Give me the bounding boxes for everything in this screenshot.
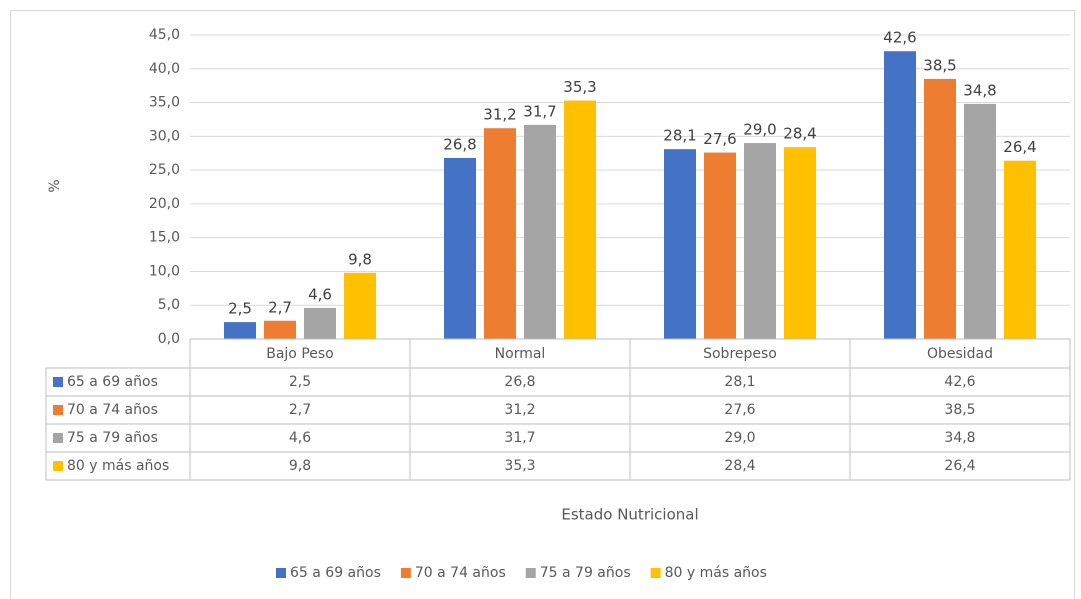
bar: [344, 272, 376, 339]
bar: [884, 51, 916, 340]
legend-key: [650, 568, 661, 578]
legend-label: 65 a 69 años: [290, 565, 381, 581]
table-cell: 28,1: [724, 374, 755, 390]
data-label: 31,7: [523, 102, 556, 120]
table-cell: 28,4: [724, 458, 755, 474]
legend-key: [525, 568, 536, 578]
table-cell: 26,8: [504, 374, 535, 390]
table-cell: 27,6: [724, 402, 755, 418]
bar: [484, 128, 516, 339]
bar: [444, 157, 476, 339]
bar: [784, 147, 816, 339]
bar: [704, 152, 736, 339]
data-label: 27,6: [703, 130, 736, 148]
data-label: 38,5: [923, 56, 956, 74]
x-tick-label: Obesidad: [927, 346, 993, 362]
table-cell: 4,6: [289, 430, 311, 446]
data-label: 29,0: [743, 121, 776, 139]
table-row-header: 70 a 74 años: [67, 402, 158, 418]
table-row-header: 80 y más años: [67, 458, 169, 474]
bar: [964, 103, 996, 339]
table-cell: 2,5: [289, 374, 311, 390]
bar: [744, 143, 776, 339]
table-legend-key: [53, 433, 63, 443]
bar: [264, 320, 296, 339]
data-label: 26,8: [443, 135, 476, 153]
legend-label: 80 y más años: [665, 565, 767, 581]
data-label: 34,8: [963, 81, 996, 99]
data-label: 28,4: [783, 125, 816, 143]
legend-key: [400, 568, 411, 578]
y-tick-label: 30,0: [149, 128, 180, 144]
table-row-header: 65 a 69 años: [67, 374, 158, 390]
y-tick-label: 15,0: [149, 230, 180, 246]
table-cell: 29,0: [724, 430, 755, 446]
y-tick-label: 35,0: [149, 95, 180, 111]
table-cell: 35,3: [504, 458, 535, 474]
bar: [224, 322, 256, 339]
table-cell: 42,6: [944, 374, 975, 390]
y-tick-label: 10,0: [149, 263, 180, 279]
x-tick-label: Normal: [495, 346, 546, 362]
data-label: 31,2: [483, 106, 516, 124]
table-cell: 9,8: [289, 458, 311, 474]
data-label: 35,3: [563, 78, 596, 96]
table-legend-key: [53, 405, 63, 415]
x-tick-label: Sobrepeso: [703, 346, 777, 362]
y-tick-label: 0,0: [158, 331, 180, 347]
data-label: 28,1: [663, 127, 696, 145]
table-cell: 38,5: [944, 402, 975, 418]
data-label: 2,5: [228, 300, 252, 318]
legend-label: 75 a 79 años: [540, 565, 631, 581]
bar: [1004, 160, 1036, 339]
legend-label: 70 a 74 años: [415, 565, 506, 581]
data-label: 4,6: [308, 285, 332, 303]
y-tick-label: 40,0: [149, 61, 180, 77]
table-cell: 2,7: [289, 402, 311, 418]
data-label: 42,6: [883, 29, 916, 47]
data-label: 2,7: [268, 298, 292, 316]
y-tick-label: 25,0: [149, 162, 180, 178]
table-row-header: 75 a 79 años: [67, 430, 158, 446]
table-cell: 34,8: [944, 430, 975, 446]
bar: [924, 78, 956, 340]
bar: [524, 124, 556, 339]
table-legend-key: [53, 377, 63, 387]
table-cell: 31,2: [504, 402, 535, 418]
legend-key: [276, 568, 286, 578]
y-tick-label: 5,0: [158, 297, 180, 313]
bar: [304, 307, 336, 339]
bar: [564, 100, 596, 339]
table-cell: 31,7: [504, 430, 535, 446]
bar: [664, 149, 696, 339]
data-label: 9,8: [348, 250, 372, 268]
data-label: 26,4: [1003, 138, 1036, 156]
table-legend-key: [53, 461, 63, 471]
x-axis-label: Estado Nutricional: [561, 506, 698, 524]
y-axis-label: %: [47, 179, 63, 192]
y-tick-label: 45,0: [149, 27, 180, 43]
x-tick-label: Bajo Peso: [266, 346, 334, 362]
y-tick-label: 20,0: [149, 196, 180, 212]
table-cell: 26,4: [944, 458, 975, 474]
